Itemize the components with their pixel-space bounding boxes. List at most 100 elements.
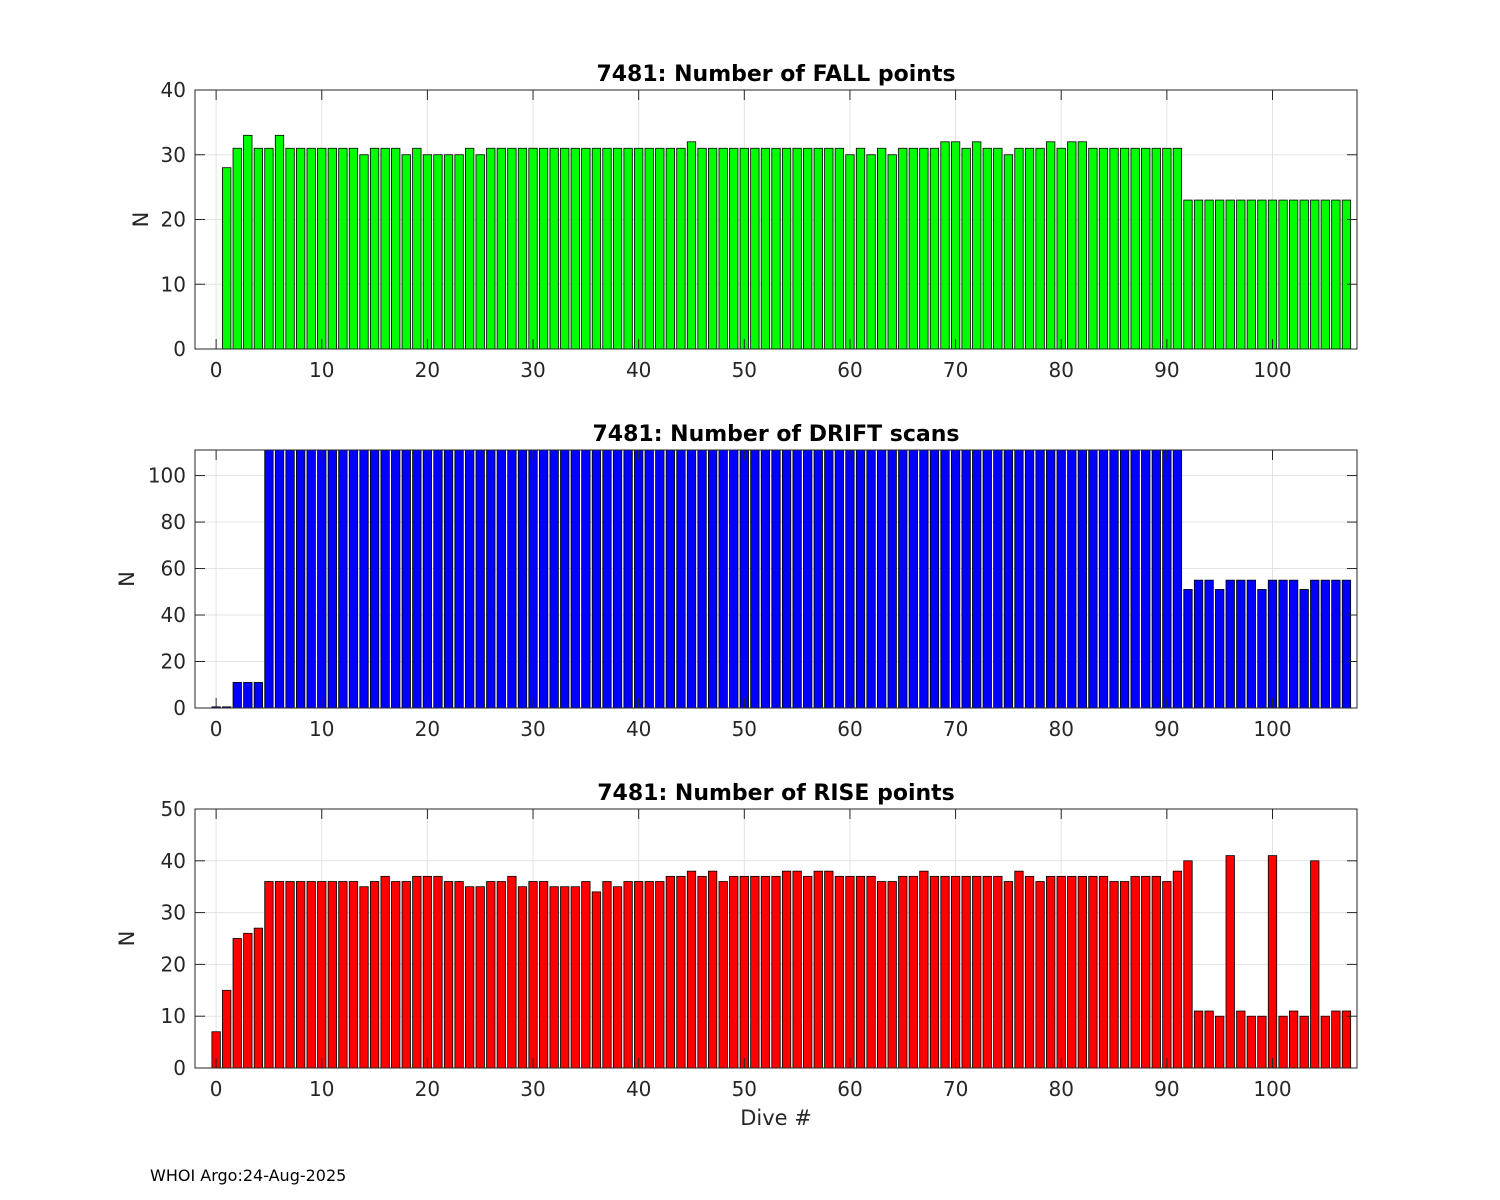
bar-70 — [950, 141, 961, 349]
bar-77 — [1024, 450, 1035, 708]
bar-41 — [644, 450, 654, 708]
y-tick-label: 80 — [161, 510, 186, 534]
bar-24 — [465, 450, 475, 708]
bar-18 — [401, 154, 411, 349]
x-tick-label: 50 — [732, 1077, 757, 1101]
x-tick-label: 0 — [210, 717, 223, 741]
bar-44 — [676, 147, 686, 349]
bar-42 — [655, 450, 665, 708]
x-axis-label: Dive # — [740, 1106, 812, 1130]
bar-97 — [1236, 1010, 1246, 1068]
bar-26 — [486, 147, 496, 349]
bar-56 — [803, 450, 813, 708]
bar-87 — [1130, 450, 1140, 708]
bar-36 — [591, 891, 602, 1068]
bar-54 — [781, 870, 792, 1068]
bar-68 — [929, 875, 940, 1068]
bar-84 — [1098, 875, 1109, 1068]
bar-48 — [718, 450, 728, 708]
bar-65 — [898, 450, 908, 708]
bar-45 — [686, 450, 697, 708]
y-tick-label: 40 — [161, 849, 186, 873]
bar-72 — [972, 875, 982, 1068]
x-tick-label: 60 — [837, 717, 862, 741]
bar-72 — [972, 141, 982, 349]
bar-23 — [454, 881, 464, 1068]
bar-27 — [496, 881, 506, 1068]
y-axis-label: N — [129, 212, 153, 228]
bar-66 — [908, 450, 918, 708]
bar-88 — [1141, 147, 1151, 349]
bar-34 — [570, 450, 580, 708]
x-tick-label: 80 — [1048, 358, 1073, 382]
bar-90 — [1162, 450, 1172, 708]
bar-74 — [993, 875, 1003, 1068]
bar-58 — [824, 870, 834, 1068]
bar-29 — [517, 147, 528, 349]
x-tick-label: 100 — [1253, 717, 1291, 741]
bar-17 — [391, 881, 401, 1068]
bar-35 — [581, 147, 591, 349]
bar-82 — [1077, 875, 1087, 1068]
bar-95 — [1215, 199, 1225, 349]
bar-28 — [507, 147, 517, 349]
bar-26 — [486, 881, 496, 1068]
bar-68 — [929, 450, 940, 708]
bar-2 — [232, 147, 242, 349]
bar-3 — [243, 932, 253, 1068]
bar-37 — [602, 881, 612, 1068]
bar-57 — [813, 870, 823, 1068]
bar-28 — [507, 450, 517, 708]
x-tick-label: 40 — [626, 1077, 651, 1101]
bar-107 — [1341, 1010, 1352, 1068]
bar-90 — [1162, 881, 1172, 1068]
bar-57 — [813, 450, 823, 708]
bar-95 — [1215, 589, 1225, 708]
bar-7 — [285, 881, 295, 1068]
bar-9 — [306, 450, 316, 708]
x-tick-label: 30 — [520, 358, 545, 382]
y-tick-label: 10 — [161, 1004, 186, 1028]
bar-67 — [919, 147, 929, 349]
chart-panel-1: 0 10 20 30 40 50 60 70 80 90 100 0 10 20 30 40 7481: Num… — [129, 62, 1358, 382]
bar-90 — [1162, 147, 1172, 349]
bar-46 — [697, 450, 707, 708]
bar-59 — [834, 450, 845, 708]
bar-19 — [412, 450, 422, 708]
bar-93 — [1193, 199, 1204, 349]
bar-79 — [1046, 141, 1056, 349]
bar-23 — [454, 450, 464, 708]
axes-box — [194, 449, 1358, 709]
bar-89 — [1151, 875, 1161, 1068]
bars — [211, 855, 1352, 1068]
bar-11 — [327, 450, 337, 708]
bar-26 — [486, 450, 496, 708]
bar-106 — [1331, 199, 1341, 349]
x-tick-label: 10 — [309, 717, 334, 741]
bar-30 — [528, 450, 538, 708]
x-tick-label: 0 — [210, 358, 223, 382]
bar-54 — [781, 147, 792, 349]
x-tick-label: 20 — [415, 358, 440, 382]
bars — [222, 134, 1352, 349]
bar-13 — [348, 881, 359, 1068]
bar-38 — [612, 450, 623, 708]
bar-91 — [1172, 147, 1183, 349]
bar-69 — [940, 141, 950, 349]
bar-32 — [549, 450, 559, 708]
bar-28 — [507, 875, 517, 1068]
bar-5 — [264, 881, 274, 1068]
bar-15 — [369, 147, 380, 349]
bar-78 — [1035, 450, 1045, 708]
bar-67 — [919, 870, 929, 1068]
bar-84 — [1098, 450, 1109, 708]
bar-45 — [686, 870, 697, 1068]
bar-98 — [1246, 1015, 1256, 1068]
bar-22 — [443, 881, 454, 1068]
bar-104 — [1310, 860, 1320, 1068]
bar-34 — [570, 886, 580, 1068]
bar-106 — [1331, 579, 1341, 708]
bar-89 — [1151, 450, 1161, 708]
bar-63 — [877, 450, 887, 708]
y-axis-label: N — [115, 931, 139, 947]
